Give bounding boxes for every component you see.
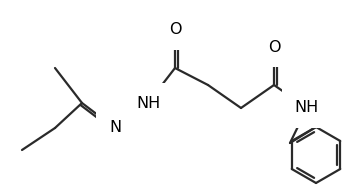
- Text: NH: NH: [136, 95, 160, 111]
- Text: O: O: [268, 40, 280, 55]
- Text: NH: NH: [295, 100, 319, 116]
- Text: N: N: [109, 121, 121, 136]
- Text: O: O: [169, 22, 181, 37]
